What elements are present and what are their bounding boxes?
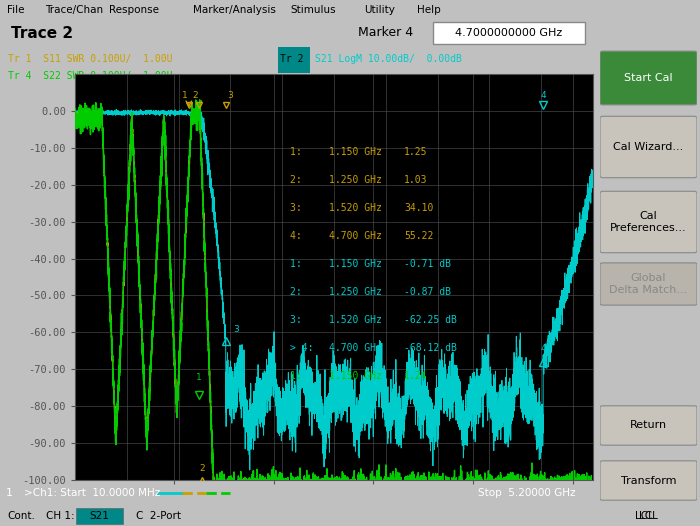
- FancyBboxPatch shape: [600, 191, 697, 252]
- Text: 1.520 GHz: 1.520 GHz: [329, 315, 382, 325]
- Text: 1:: 1:: [290, 147, 314, 157]
- Text: 4: 4: [540, 91, 546, 100]
- Text: -0.87 dB: -0.87 dB: [404, 287, 451, 297]
- Text: LCL: LCL: [639, 511, 658, 521]
- Text: 1.25: 1.25: [404, 147, 428, 157]
- Text: 4.700 GHz: 4.700 GHz: [329, 343, 382, 353]
- Text: 34.10: 34.10: [404, 203, 433, 213]
- Text: 2:: 2:: [290, 287, 314, 297]
- FancyBboxPatch shape: [600, 406, 697, 445]
- Text: 4:: 4:: [290, 231, 314, 241]
- Text: Marker 4: Marker 4: [358, 26, 413, 39]
- Text: Global
Delta Match...: Global Delta Match...: [610, 273, 687, 295]
- Text: 4: 4: [540, 344, 546, 353]
- Text: 1.150 GHz: 1.150 GHz: [329, 259, 382, 269]
- Text: 1: 1: [196, 373, 202, 382]
- Text: CH 1:: CH 1:: [46, 511, 74, 521]
- Text: 1.520 GHz: 1.520 GHz: [329, 203, 382, 213]
- Text: Trace 2: Trace 2: [10, 25, 73, 41]
- FancyBboxPatch shape: [600, 51, 697, 105]
- FancyBboxPatch shape: [76, 508, 123, 524]
- Text: Tr 4  S22 SWR 0.100U/  1.00U: Tr 4 S22 SWR 0.100U/ 1.00U: [8, 70, 172, 80]
- Text: >Ch1: Start  10.0000 MHz: >Ch1: Start 10.0000 MHz: [24, 488, 160, 498]
- Text: LCL: LCL: [635, 511, 653, 521]
- FancyBboxPatch shape: [600, 116, 697, 178]
- Text: 55.22: 55.22: [404, 231, 433, 241]
- Text: Return: Return: [630, 420, 667, 430]
- Text: 1.250 GHz: 1.250 GHz: [329, 287, 382, 297]
- Text: Tr 1  S11 SWR 0.100U/  1.00U: Tr 1 S11 SWR 0.100U/ 1.00U: [8, 54, 172, 64]
- Text: 2: 2: [192, 91, 197, 100]
- FancyBboxPatch shape: [600, 263, 697, 305]
- Text: 1:: 1:: [290, 371, 314, 381]
- Text: Marker/Analysis: Marker/Analysis: [193, 5, 275, 15]
- Text: Utility: Utility: [364, 5, 395, 15]
- Text: Stimulus: Stimulus: [290, 5, 336, 15]
- FancyBboxPatch shape: [433, 22, 585, 44]
- Text: -0.71 dB: -0.71 dB: [404, 259, 451, 269]
- Text: 3:: 3:: [290, 315, 314, 325]
- Text: 1.03: 1.03: [404, 175, 428, 185]
- Text: -62.25 dB: -62.25 dB: [404, 315, 457, 325]
- Text: > 4:: > 4:: [290, 343, 314, 353]
- Text: 1.250 GHz: 1.250 GHz: [329, 175, 382, 185]
- Text: Cont.: Cont.: [7, 511, 35, 521]
- Text: 2:: 2:: [290, 175, 314, 185]
- Text: 1: 1: [6, 488, 13, 498]
- Text: S21 LogM 10.00dB/  0.00dB: S21 LogM 10.00dB/ 0.00dB: [315, 54, 462, 64]
- Text: 4.7000000000 GHz: 4.7000000000 GHz: [455, 28, 562, 38]
- Text: Help: Help: [416, 5, 440, 15]
- Text: Trace/Chan: Trace/Chan: [46, 5, 104, 15]
- Text: C  2-Port: C 2-Port: [136, 511, 181, 521]
- FancyBboxPatch shape: [600, 461, 697, 500]
- Text: 1:: 1:: [290, 259, 314, 269]
- Text: 1.150 GHz: 1.150 GHz: [329, 371, 382, 381]
- Text: 3: 3: [227, 91, 232, 100]
- Text: Start Cal: Start Cal: [624, 73, 673, 83]
- Text: 3:: 3:: [290, 203, 314, 213]
- Text: 1.24: 1.24: [404, 371, 428, 381]
- Text: File: File: [7, 5, 24, 15]
- Text: Response: Response: [108, 5, 158, 15]
- Text: -68.12 dB: -68.12 dB: [404, 343, 457, 353]
- Text: 2: 2: [199, 464, 204, 473]
- Text: 3: 3: [234, 326, 239, 335]
- Text: Cal Wizard...: Cal Wizard...: [613, 142, 684, 152]
- Text: 1: 1: [182, 91, 188, 100]
- Text: Cal
Preferences...: Cal Preferences...: [610, 211, 687, 233]
- Text: Transform: Transform: [621, 476, 676, 485]
- Text: 1.150 GHz: 1.150 GHz: [329, 147, 382, 157]
- Text: Stop  5.20000 GHz: Stop 5.20000 GHz: [477, 488, 575, 498]
- Text: 4.700 GHz: 4.700 GHz: [329, 231, 382, 241]
- FancyBboxPatch shape: [278, 47, 310, 73]
- Text: Tr 2: Tr 2: [279, 54, 303, 64]
- Text: S21: S21: [90, 511, 109, 521]
